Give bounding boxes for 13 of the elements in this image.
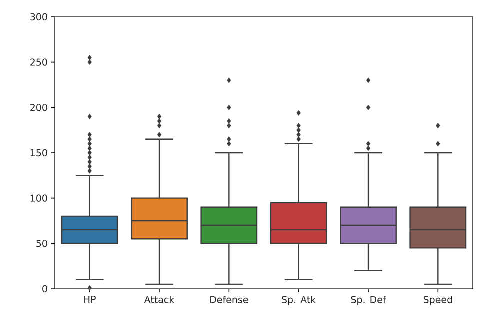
- y-tick-label: 300: [30, 13, 48, 21]
- x-tick-label: Attack: [144, 296, 175, 304]
- x-tick-label: Sp. Atk: [282, 296, 316, 306]
- x-tick-label: Sp. Def: [351, 296, 386, 306]
- x-tick-label: HP: [84, 296, 96, 303]
- y-tick-label: 250: [30, 58, 48, 66]
- y-tick-label: 150: [30, 149, 48, 157]
- y-tick-label: 200: [30, 104, 48, 112]
- y-tick-label: 0: [42, 285, 48, 293]
- y-tick-label: 50: [36, 240, 48, 248]
- x-tick-label: Defense: [210, 296, 248, 304]
- y-tick-label: 100: [30, 194, 48, 202]
- x-tick-label: Speed: [424, 296, 452, 306]
